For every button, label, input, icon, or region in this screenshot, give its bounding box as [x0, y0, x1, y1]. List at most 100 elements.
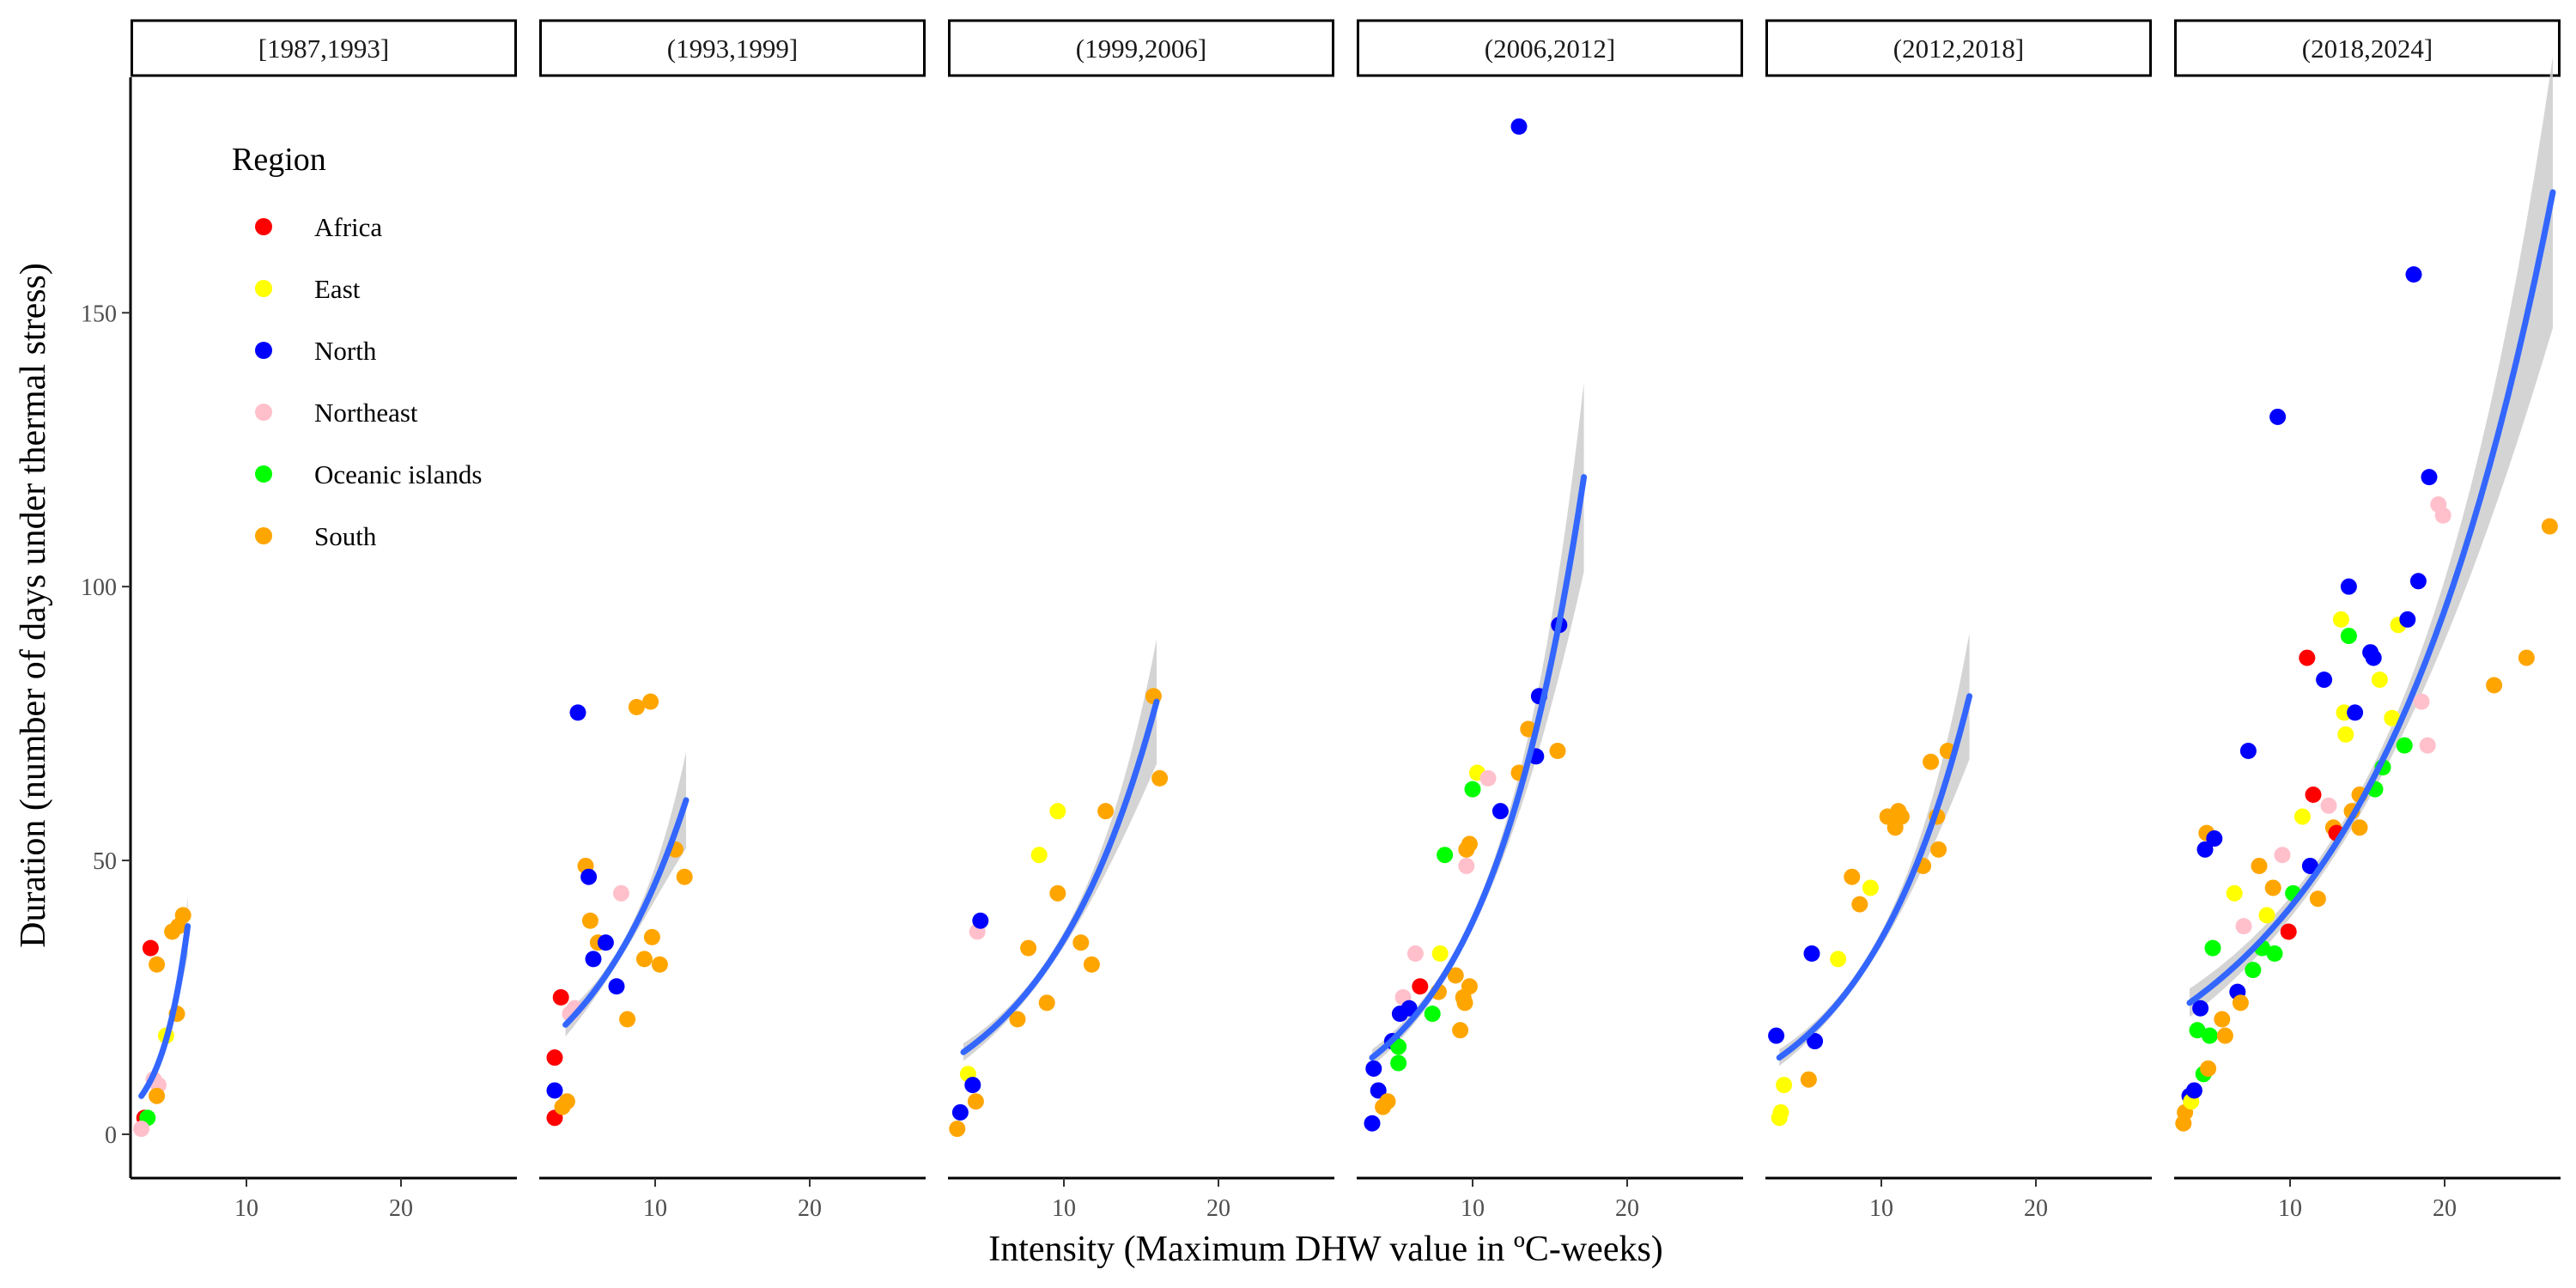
legend-label: North [314, 336, 377, 366]
data-point [1400, 999, 1418, 1017]
legend-key [255, 342, 272, 359]
data-point [2309, 890, 2326, 908]
data-point [1049, 803, 1066, 820]
data-point [2266, 945, 2283, 962]
data-point [597, 934, 614, 951]
data-point [2204, 939, 2221, 957]
data-point [964, 1077, 981, 1094]
data-point [2274, 847, 2291, 864]
data-point [133, 1121, 150, 1138]
legend-key [255, 404, 272, 421]
data-point [1424, 1005, 1441, 1023]
data-point [2280, 923, 2297, 940]
data-point [2216, 1027, 2233, 1044]
data-point [1370, 1082, 1387, 1099]
data-point [1458, 857, 1475, 874]
data-point [1379, 1093, 1396, 1110]
facet-strip [1765, 19, 2152, 77]
x-tick-label: 10 [1461, 1195, 1485, 1222]
data-point [1151, 769, 1169, 787]
data-point [558, 1093, 575, 1110]
data-point [1365, 1060, 1382, 1077]
data-point [2192, 999, 2209, 1017]
legend-entry: Africa [255, 212, 382, 242]
data-point [2347, 704, 2364, 721]
data-point [1447, 967, 1464, 984]
data-point [1772, 1103, 1789, 1121]
facet-strip-label: [1987,1993] [258, 33, 389, 64]
x-tick-label: 10 [1052, 1195, 1076, 1222]
x-axis-title: Intensity (Maximum DHW value in ºC-weeks… [988, 1230, 1663, 1269]
data-point [1072, 934, 1090, 951]
data-point [628, 698, 645, 715]
data-point [174, 907, 191, 924]
legend-key [255, 527, 272, 544]
data-point [1431, 945, 1449, 962]
legend-entry: North [255, 336, 377, 366]
data-point [2409, 573, 2427, 590]
facet-panel: (2012,2018] 10 20 [1765, 19, 2152, 1222]
data-point [1803, 945, 1820, 962]
data-point [1412, 978, 1429, 995]
data-point [1549, 743, 1566, 760]
data-point [1461, 835, 1478, 853]
data-point [581, 912, 598, 929]
data-point [2486, 677, 2503, 694]
data-point [2201, 1027, 2218, 1044]
data-point [1510, 118, 1528, 135]
x-tick-label: 20 [798, 1195, 822, 1222]
data-point [2541, 518, 2558, 535]
data-point [2340, 628, 2357, 645]
data-point [2421, 469, 2438, 486]
facet-strip-label: (1999,2006] [1076, 33, 1206, 64]
facet-panel: (2006,2012] 10 20 [1357, 19, 1743, 1222]
data-point [1009, 1011, 1026, 1028]
x-tick-label: 20 [2433, 1195, 2457, 1222]
data-point [1492, 803, 1509, 820]
trend-ribbon [2190, 57, 2553, 1018]
data-point [2340, 578, 2357, 595]
facet-strip [948, 19, 1334, 77]
facet-strip-label: (2006,2012] [1485, 33, 1615, 64]
data-point [580, 868, 598, 885]
facet-panel: (1999,2006] 10 20 [948, 19, 1334, 1222]
facet-strip [131, 19, 517, 77]
x-tick-label: 20 [1615, 1195, 1639, 1222]
data-point [2196, 841, 2214, 858]
legend-entry: Oceanic islands [255, 459, 482, 489]
data-point [1800, 1071, 1817, 1088]
facet-strip [2174, 19, 2561, 77]
facet-strip-label: (1993,1999] [667, 33, 798, 64]
data-point [2301, 857, 2318, 874]
data-point [2239, 743, 2257, 760]
legend-entry: East [255, 274, 361, 304]
data-point [2371, 671, 2388, 689]
data-point [2258, 907, 2275, 924]
x-tick-label: 10 [643, 1195, 667, 1222]
data-point [2396, 737, 2413, 754]
y-tick-label: 100 [81, 574, 117, 601]
data-point [1862, 879, 1879, 896]
data-point [2226, 884, 2243, 902]
legend-key [255, 218, 272, 235]
data-point [142, 939, 159, 957]
data-point [2332, 611, 2349, 628]
legend-title: Region [232, 142, 326, 178]
data-point [1038, 994, 1055, 1012]
x-tick-label: 20 [2024, 1195, 2048, 1222]
trend-line [138, 923, 191, 1099]
data-point [1030, 847, 1048, 864]
data-point [1437, 847, 1454, 864]
data-point [1020, 939, 1037, 957]
data-point [1364, 1115, 1381, 1132]
data-point [1049, 884, 1066, 902]
y-tick-label: 0 [105, 1122, 117, 1149]
data-point [2351, 819, 2368, 836]
facet-panel: [1987,1993] 10 20 [131, 19, 517, 1222]
facet-strip [1357, 19, 1743, 77]
legend-label: South [314, 521, 377, 551]
data-point [1464, 781, 1481, 798]
data-point [2305, 787, 2322, 804]
data-point [1807, 1033, 1824, 1050]
data-point [1390, 1054, 1407, 1072]
